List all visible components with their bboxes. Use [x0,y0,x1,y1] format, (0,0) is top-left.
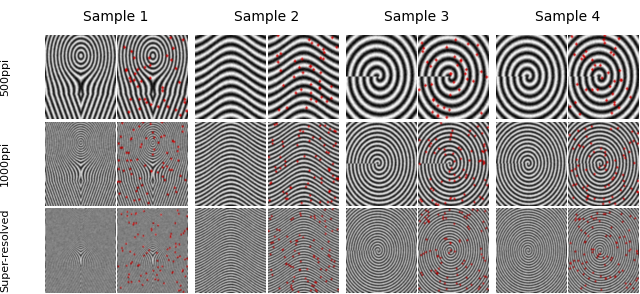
Text: 500ppi: 500ppi [0,58,10,96]
Text: Super-resolved: Super-resolved [0,209,10,292]
Text: Sample 2: Sample 2 [234,9,299,24]
Text: Sample 3: Sample 3 [385,9,449,24]
Text: Sample 4: Sample 4 [535,9,600,24]
Text: Sample 1: Sample 1 [83,9,149,24]
Text: 1000ppi: 1000ppi [0,141,10,186]
